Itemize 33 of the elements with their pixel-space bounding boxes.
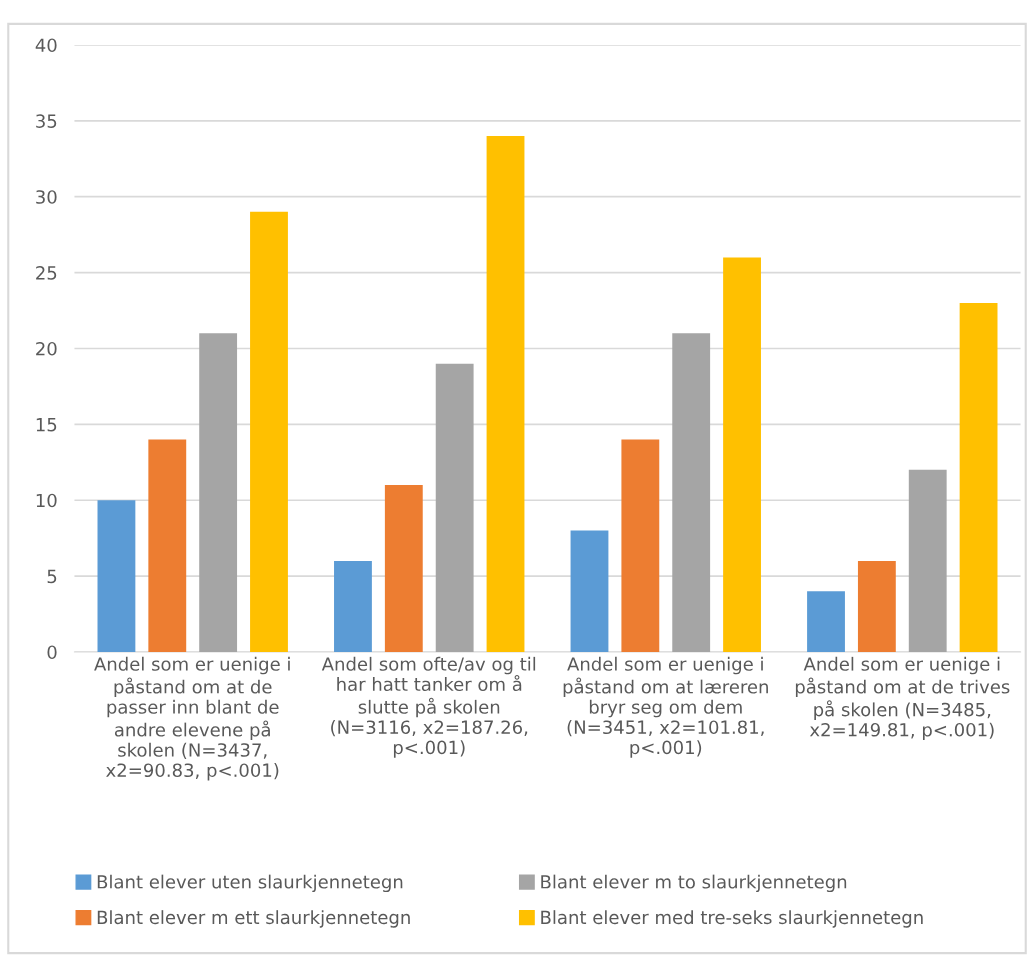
y-tick-label: 0 <box>47 645 57 660</box>
y-tick-label: 15 <box>36 418 57 432</box>
y-tick-label: 20 <box>36 341 57 356</box>
y-tick-label: 5 <box>47 569 57 584</box>
bar <box>570 530 609 652</box>
bar <box>959 302 998 652</box>
y-tick-label: 35 <box>36 114 57 128</box>
y-tick-label: 30 <box>36 190 57 204</box>
bar <box>857 560 896 652</box>
bar <box>250 211 288 652</box>
bar <box>807 591 845 652</box>
y-tick-label: 40 <box>35 38 57 53</box>
legend-label: Blant elever m ett slaurkjennetegn <box>97 910 410 928</box>
x-tick-label: Andel som er uenige i påstand om at læreren bryr seg om dem (N=3451, x2=101.81, p<.001) <box>563 656 768 758</box>
bar <box>723 257 761 652</box>
legend-label: Blant elever uten slaurkjennetegn <box>97 874 403 893</box>
bar <box>672 333 711 652</box>
bar <box>486 135 525 652</box>
y-tick-label: 10 <box>36 493 57 508</box>
bar <box>908 469 947 652</box>
bar <box>384 485 423 652</box>
bar <box>148 439 187 652</box>
bar <box>435 363 474 652</box>
x-tick-label: Andel som er uenige i påstand om at de passer inn blant de andre elevene på skolen (N=3437, x2=90.83, p<.001) <box>94 656 290 781</box>
x-tick-label: Andel som ofte/av og til har hatt tanker om å slutte på skolen (N=3116, x2=187.26, p<.001) <box>321 656 536 758</box>
bar <box>334 560 372 652</box>
x-tick-label: Andel som er uenige i påstand om at de trives på skolen (N=3485, x2=149.81, p<.001) <box>795 656 1010 741</box>
bar <box>97 500 136 652</box>
bar <box>621 439 660 652</box>
y-tick-label: 25 <box>36 266 57 280</box>
legend-label: Blant elever med tre-seks slaurkjennetegn <box>541 910 923 928</box>
legend-label: Blant elever m to slaurkjennetegn <box>541 874 847 893</box>
bar <box>199 333 238 652</box>
